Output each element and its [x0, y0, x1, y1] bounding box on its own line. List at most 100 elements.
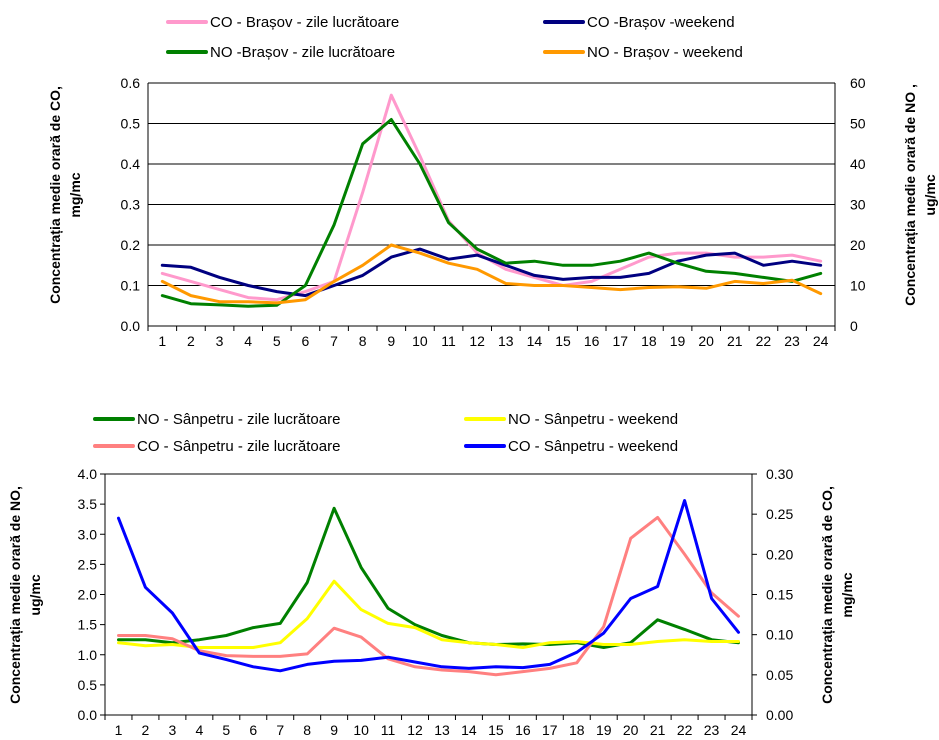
right-tick-label: 0.20 — [766, 546, 793, 562]
left-tick-label: 0.5 — [121, 116, 141, 132]
right-tick-label: 60 — [850, 75, 866, 91]
right-tick-label: 0.25 — [766, 506, 793, 522]
x-tick-label: 10 — [412, 333, 428, 349]
legend-label-no-brasov-weekdays: NO -Brașov - zile lucrătoare — [210, 44, 395, 61]
x-tick-label: 22 — [677, 722, 693, 738]
left-tick-label: 1.0 — [78, 647, 98, 663]
x-tick-labels-sanpetru: 1 2 3 4 5 6 7 8 9 10 11 12 13 14 15 16 17 18 19 20 21 22 23 24 — [115, 722, 747, 738]
left-axis-title-line1-sanpetru: Concentrația medie orară de NO, — [7, 486, 23, 704]
left-axis-title-line1-brasov: Concentrația medie orară de CO, — [47, 86, 63, 304]
series-line-co-brasov-weekend — [160, 247, 823, 298]
left-tick-label: 2.5 — [78, 556, 98, 572]
series-line-no-sanpetru-weekend — [117, 579, 740, 649]
left-tick-label: 3.5 — [78, 496, 98, 512]
x-tick-label: 7 — [330, 333, 338, 349]
left-tick-label: 0.1 — [121, 278, 141, 294]
x-tick-label: 20 — [698, 333, 714, 349]
x-tick-label: 24 — [813, 333, 829, 349]
left-tick-label: 3.0 — [78, 526, 98, 542]
x-tick-label: 14 — [461, 722, 477, 738]
legend-label-no-brasov-weekend: NO - Brașov - weekend — [587, 44, 743, 61]
right-axis-title-line1-brasov: Concentrația medie orară de NO , — [902, 84, 918, 306]
right-tick-label: 30 — [850, 197, 866, 213]
x-tick-label: 2 — [142, 722, 150, 738]
legend-label-co-brasov-weekdays: CO - Brașov - zile lucrătoare — [210, 14, 399, 31]
left-tick-label: 0.2 — [121, 237, 141, 253]
x-tick-label: 23 — [784, 333, 800, 349]
x-tick-label: 13 — [498, 333, 514, 349]
left-axis-title-line2-brasov: mg/mc — [67, 172, 83, 217]
x-tick-label: 11 — [441, 333, 456, 349]
x-tick-label: 23 — [704, 722, 720, 738]
series-lines-sanpetru — [117, 499, 740, 677]
left-tick-label: 2.0 — [78, 587, 98, 603]
x-tick-label: 20 — [623, 722, 639, 738]
x-tick-label: 14 — [527, 333, 543, 349]
plot-frame-sanpetru — [100, 473, 757, 720]
right-tick-label: 0.30 — [766, 466, 793, 482]
x-tick-label: 22 — [756, 333, 772, 349]
legend-label-co-sanpetru-weekend: CO - Sânpetru - weekend — [508, 438, 678, 455]
x-tick-label: 17 — [613, 333, 629, 349]
x-tick-label: 1 — [158, 333, 166, 349]
x-tick-label: 18 — [569, 722, 585, 738]
x-tick-label: 18 — [641, 333, 657, 349]
left-tick-label: 0.5 — [78, 677, 98, 693]
x-tick-label: 21 — [650, 722, 666, 738]
x-tick-label: 16 — [515, 722, 531, 738]
right-tick-label: 0.10 — [766, 627, 793, 643]
plot-border — [104, 473, 753, 716]
left-tick-label: 1.5 — [78, 617, 98, 633]
gridlines-brasov — [148, 82, 835, 286]
x-tick-label: 12 — [407, 722, 423, 738]
x-tick-label: 1 — [115, 722, 123, 738]
x-tick-label: 6 — [249, 722, 257, 738]
left-tick-labels-brasov: 0.0 0.1 0.2 0.3 0.4 0.5 0.6 — [121, 75, 141, 334]
chart-brasov: CO - Brașov - zile lucrătoare CO -Brașov… — [47, 14, 938, 349]
x-tick-label: 19 — [670, 333, 686, 349]
series-line-no-sanpetru-zile-lucratoare — [117, 506, 740, 649]
x-tick-label: 4 — [244, 333, 252, 349]
x-tick-label: 24 — [731, 722, 747, 738]
legend-label-co-brasov-weekend: CO -Brașov -weekend — [587, 14, 735, 31]
left-tick-label: 4.0 — [78, 466, 98, 482]
x-tick-label: 5 — [273, 333, 281, 349]
x-tick-label: 10 — [353, 722, 369, 738]
right-axis-title-line2-brasov: ug/mc — [922, 174, 938, 215]
x-tick-label: 9 — [330, 722, 338, 738]
legend-sanpetru: NO - Sânpetru - zile lucrătoare NO - Sân… — [93, 411, 678, 455]
x-tick-label: 4 — [195, 722, 203, 738]
chart-sanpetru: NO - Sânpetru - zile lucrătoare NO - Sân… — [7, 411, 855, 738]
left-tick-labels-sanpetru: 0.0 0.5 1.0 1.5 2.0 2.5 3.0 3.5 4.0 — [78, 466, 98, 723]
legend-label-no-sanpetru-weekdays: NO - Sânpetru - zile lucrătoare — [137, 411, 340, 428]
right-tick-label: 0 — [850, 318, 858, 334]
left-axis-title-line2-sanpetru: ug/mc — [27, 574, 43, 615]
x-tick-label: 2 — [187, 333, 195, 349]
legend-label-co-sanpetru-weekdays: CO - Sânpetru - zile lucrătoare — [137, 438, 340, 455]
series-line-co-sanpetru-weekend — [117, 499, 740, 673]
right-axis-title-line1-sanpetru: Concentrația medie orară de CO, — [819, 486, 835, 704]
x-tick-label: 16 — [584, 333, 600, 349]
x-tick-label: 21 — [727, 333, 743, 349]
left-tick-label: 0.4 — [121, 156, 141, 172]
left-tick-label: 0.0 — [121, 318, 141, 334]
legend-label-no-sanpetru-weekend: NO - Sânpetru - weekend — [508, 411, 678, 428]
series-line-no-brasov-weekend — [160, 243, 823, 305]
legend-brasov: CO - Brașov - zile lucrătoare CO -Brașov… — [166, 14, 743, 61]
right-tick-label: 50 — [850, 116, 866, 132]
right-tick-label: 0.15 — [766, 587, 793, 603]
x-tick-label: 3 — [168, 722, 176, 738]
right-tick-label: 20 — [850, 237, 866, 253]
right-tick-labels-sanpetru: 0.00 0.05 0.10 0.15 0.20 0.25 0.30 — [766, 466, 793, 723]
right-tick-label: 0.00 — [766, 707, 793, 723]
left-tick-label: 0.6 — [121, 75, 141, 91]
right-tick-labels-brasov: 0 10 20 30 40 50 60 — [850, 75, 866, 334]
series-lines-brasov — [160, 93, 823, 308]
x-tick-label: 6 — [302, 333, 310, 349]
x-tick-label: 19 — [596, 722, 612, 738]
x-tick-label: 17 — [542, 722, 558, 738]
x-tick-label: 15 — [555, 333, 571, 349]
series-line-co-brasov-zile-lucratoare — [160, 93, 823, 302]
x-tick-label: 8 — [359, 333, 367, 349]
